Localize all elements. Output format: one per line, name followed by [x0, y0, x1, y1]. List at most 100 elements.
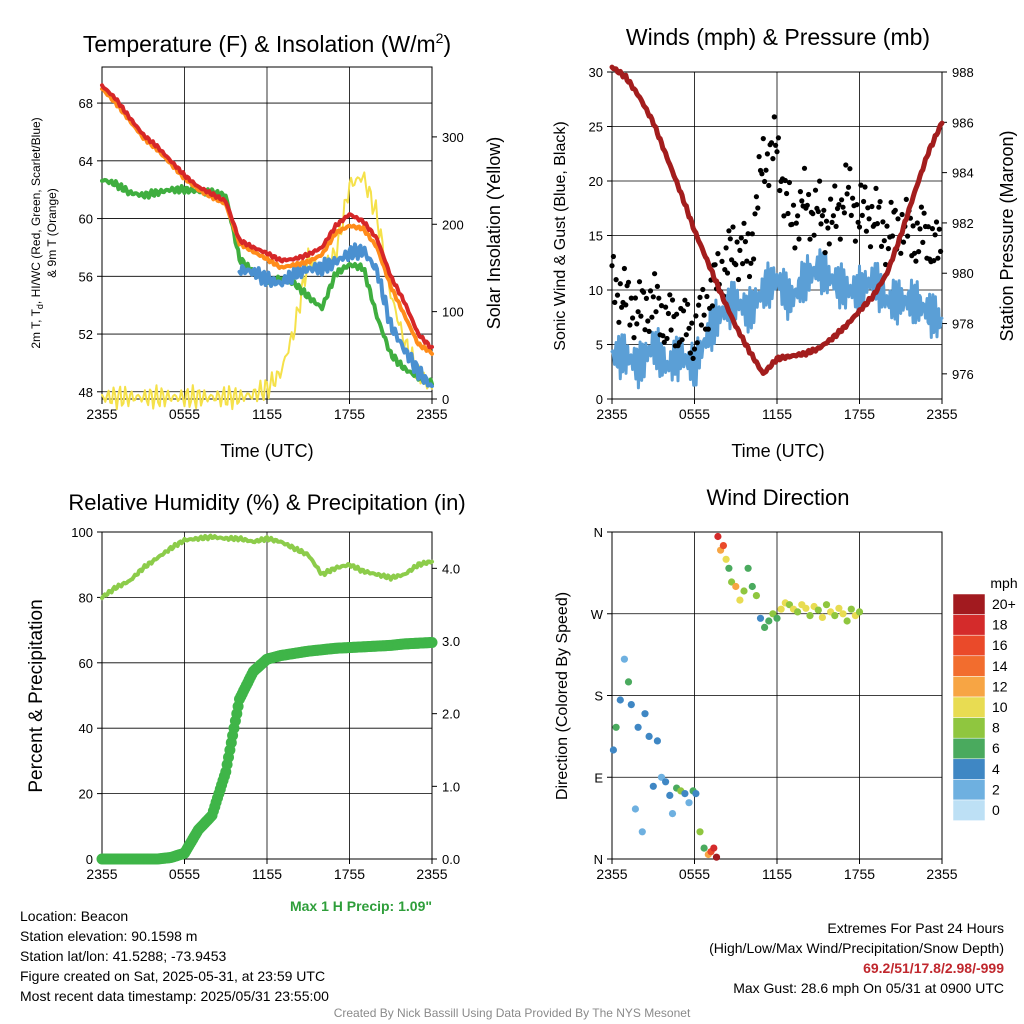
direction-point [692, 790, 700, 798]
gust-point [921, 210, 927, 216]
gust-point [789, 221, 795, 227]
rh-ytick-label-4: 80 [79, 590, 93, 605]
gust-point [646, 328, 652, 334]
gust-point [900, 239, 907, 245]
gust-point [806, 191, 812, 198]
wind-ytick-label-6: 30 [589, 65, 603, 80]
legend-swatch-3 [952, 655, 986, 677]
gust-point [771, 114, 777, 120]
gust-point [903, 196, 909, 202]
gust-point [663, 304, 669, 310]
gust-point [784, 190, 790, 197]
gust-point [733, 262, 739, 268]
direction-point [752, 592, 761, 600]
gust-point [899, 211, 905, 218]
wind-y2tick-label-2: 980 [952, 266, 974, 281]
gust-point [653, 309, 659, 315]
gust-point [619, 304, 625, 310]
gust-point [918, 204, 925, 210]
gust-point [840, 204, 846, 210]
wind-ytick-label-3: 15 [589, 229, 603, 244]
gust-point [775, 135, 782, 141]
gust-point [781, 213, 787, 219]
insolation-line [101, 171, 433, 411]
station-info: Location: Beacon Station elevation: 90.1… [20, 906, 329, 1006]
direction-point [620, 655, 629, 663]
gust-point [680, 308, 687, 314]
wind-xtick-label-1: 0555 [679, 406, 710, 422]
direction-point [662, 778, 670, 786]
gust-point [834, 205, 841, 212]
temp-ytick-label-3: 60 [79, 212, 93, 227]
direction-point [627, 701, 635, 709]
rh-ytick-label-3: 60 [79, 656, 93, 671]
dir-xtick-label-4: 2355 [926, 866, 957, 882]
gust-point [877, 199, 883, 205]
gust-point [817, 178, 823, 184]
direction-point [736, 596, 744, 604]
gust-point [883, 261, 889, 268]
gust-point [866, 216, 872, 222]
direction-point [634, 723, 642, 731]
temp-y2tick-label-0: 0 [442, 392, 449, 407]
gust-point [649, 314, 655, 320]
gust-point [795, 213, 801, 219]
gust-point [683, 332, 689, 338]
rh-xtick-label-2: 1155 [252, 866, 282, 882]
gust-point [682, 297, 688, 303]
gust-point [730, 224, 736, 230]
gust-point [858, 182, 864, 188]
temp-ytick-label-2: 56 [79, 269, 93, 284]
gust-point [829, 219, 835, 225]
legend-swatch-2 [952, 634, 986, 657]
wind-y2tick-label-3: 982 [952, 216, 974, 231]
direction-point [802, 604, 810, 612]
wind-y2tick-label-4: 984 [952, 166, 974, 181]
gust-point [932, 232, 938, 238]
gust-point [863, 228, 870, 234]
gust-point [664, 335, 670, 342]
gust-point [801, 165, 808, 171]
gust-point [880, 219, 886, 225]
gust-point [689, 320, 695, 326]
direction-point [710, 844, 718, 852]
dir-ytick-label-4: N [594, 525, 603, 540]
gust-point [625, 279, 632, 285]
gust-point [865, 205, 871, 211]
gust-point [884, 223, 890, 229]
rh-line [100, 533, 434, 601]
gust-point [833, 223, 839, 229]
gust-point [848, 212, 854, 218]
direction-point [835, 604, 843, 612]
wind-xlabel: Time (UTC) [731, 441, 824, 461]
station-pressure-line [609, 64, 945, 376]
gust-point [933, 219, 940, 225]
direction-point [609, 746, 618, 754]
direction-point [732, 582, 740, 591]
direction-point [700, 844, 708, 852]
rh-ytick-label-0: 0 [86, 852, 93, 867]
gust-point [826, 241, 832, 247]
gust-point [828, 196, 834, 202]
gust-point [852, 238, 859, 244]
gust-point [734, 239, 740, 245]
direction-point [773, 614, 781, 622]
temp-title: Temperature (F) & Insolation (W/m2) [83, 30, 451, 57]
gust-point [936, 226, 942, 232]
gust-point [744, 258, 750, 264]
direction-point [649, 782, 657, 790]
max-precip-annotation: Max 1 H Precip: 1.09" [290, 898, 432, 914]
gust-point [715, 251, 721, 257]
gust-point [642, 327, 648, 333]
direction-point [722, 555, 730, 563]
gust-point [617, 281, 623, 287]
gust-point [735, 276, 742, 283]
legend-label-5: 10 [992, 699, 1008, 715]
gust-point [738, 235, 744, 241]
direction-point [631, 805, 640, 813]
gust-point [614, 292, 621, 298]
gust-point [665, 310, 672, 317]
gust-point [631, 335, 637, 341]
gust-point [889, 233, 896, 239]
gust-point [843, 162, 849, 168]
